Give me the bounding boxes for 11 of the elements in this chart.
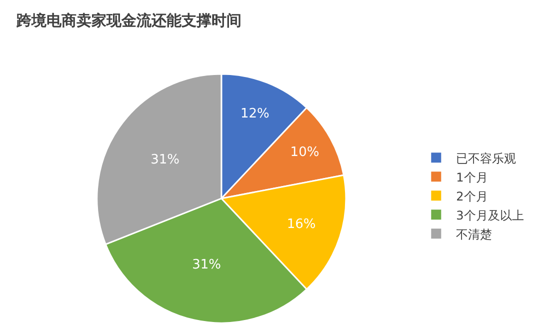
legend-label: 不清楚 [456, 227, 492, 242]
chart-title: 跨境电商卖家现金流还能支撑时间 [16, 11, 242, 30]
data-label: 10% [290, 145, 320, 160]
data-label: 31% [192, 257, 221, 272]
legend-label: 2个月 [456, 189, 488, 204]
legend-label: 3个月及以上 [456, 208, 524, 222]
data-label: 12% [240, 106, 270, 122]
legend-label: 1个月 [456, 170, 488, 184]
legend-label: 已不容乐观 [456, 151, 516, 166]
data-label: 31% [150, 152, 180, 168]
data-label: 16% [286, 216, 316, 232]
